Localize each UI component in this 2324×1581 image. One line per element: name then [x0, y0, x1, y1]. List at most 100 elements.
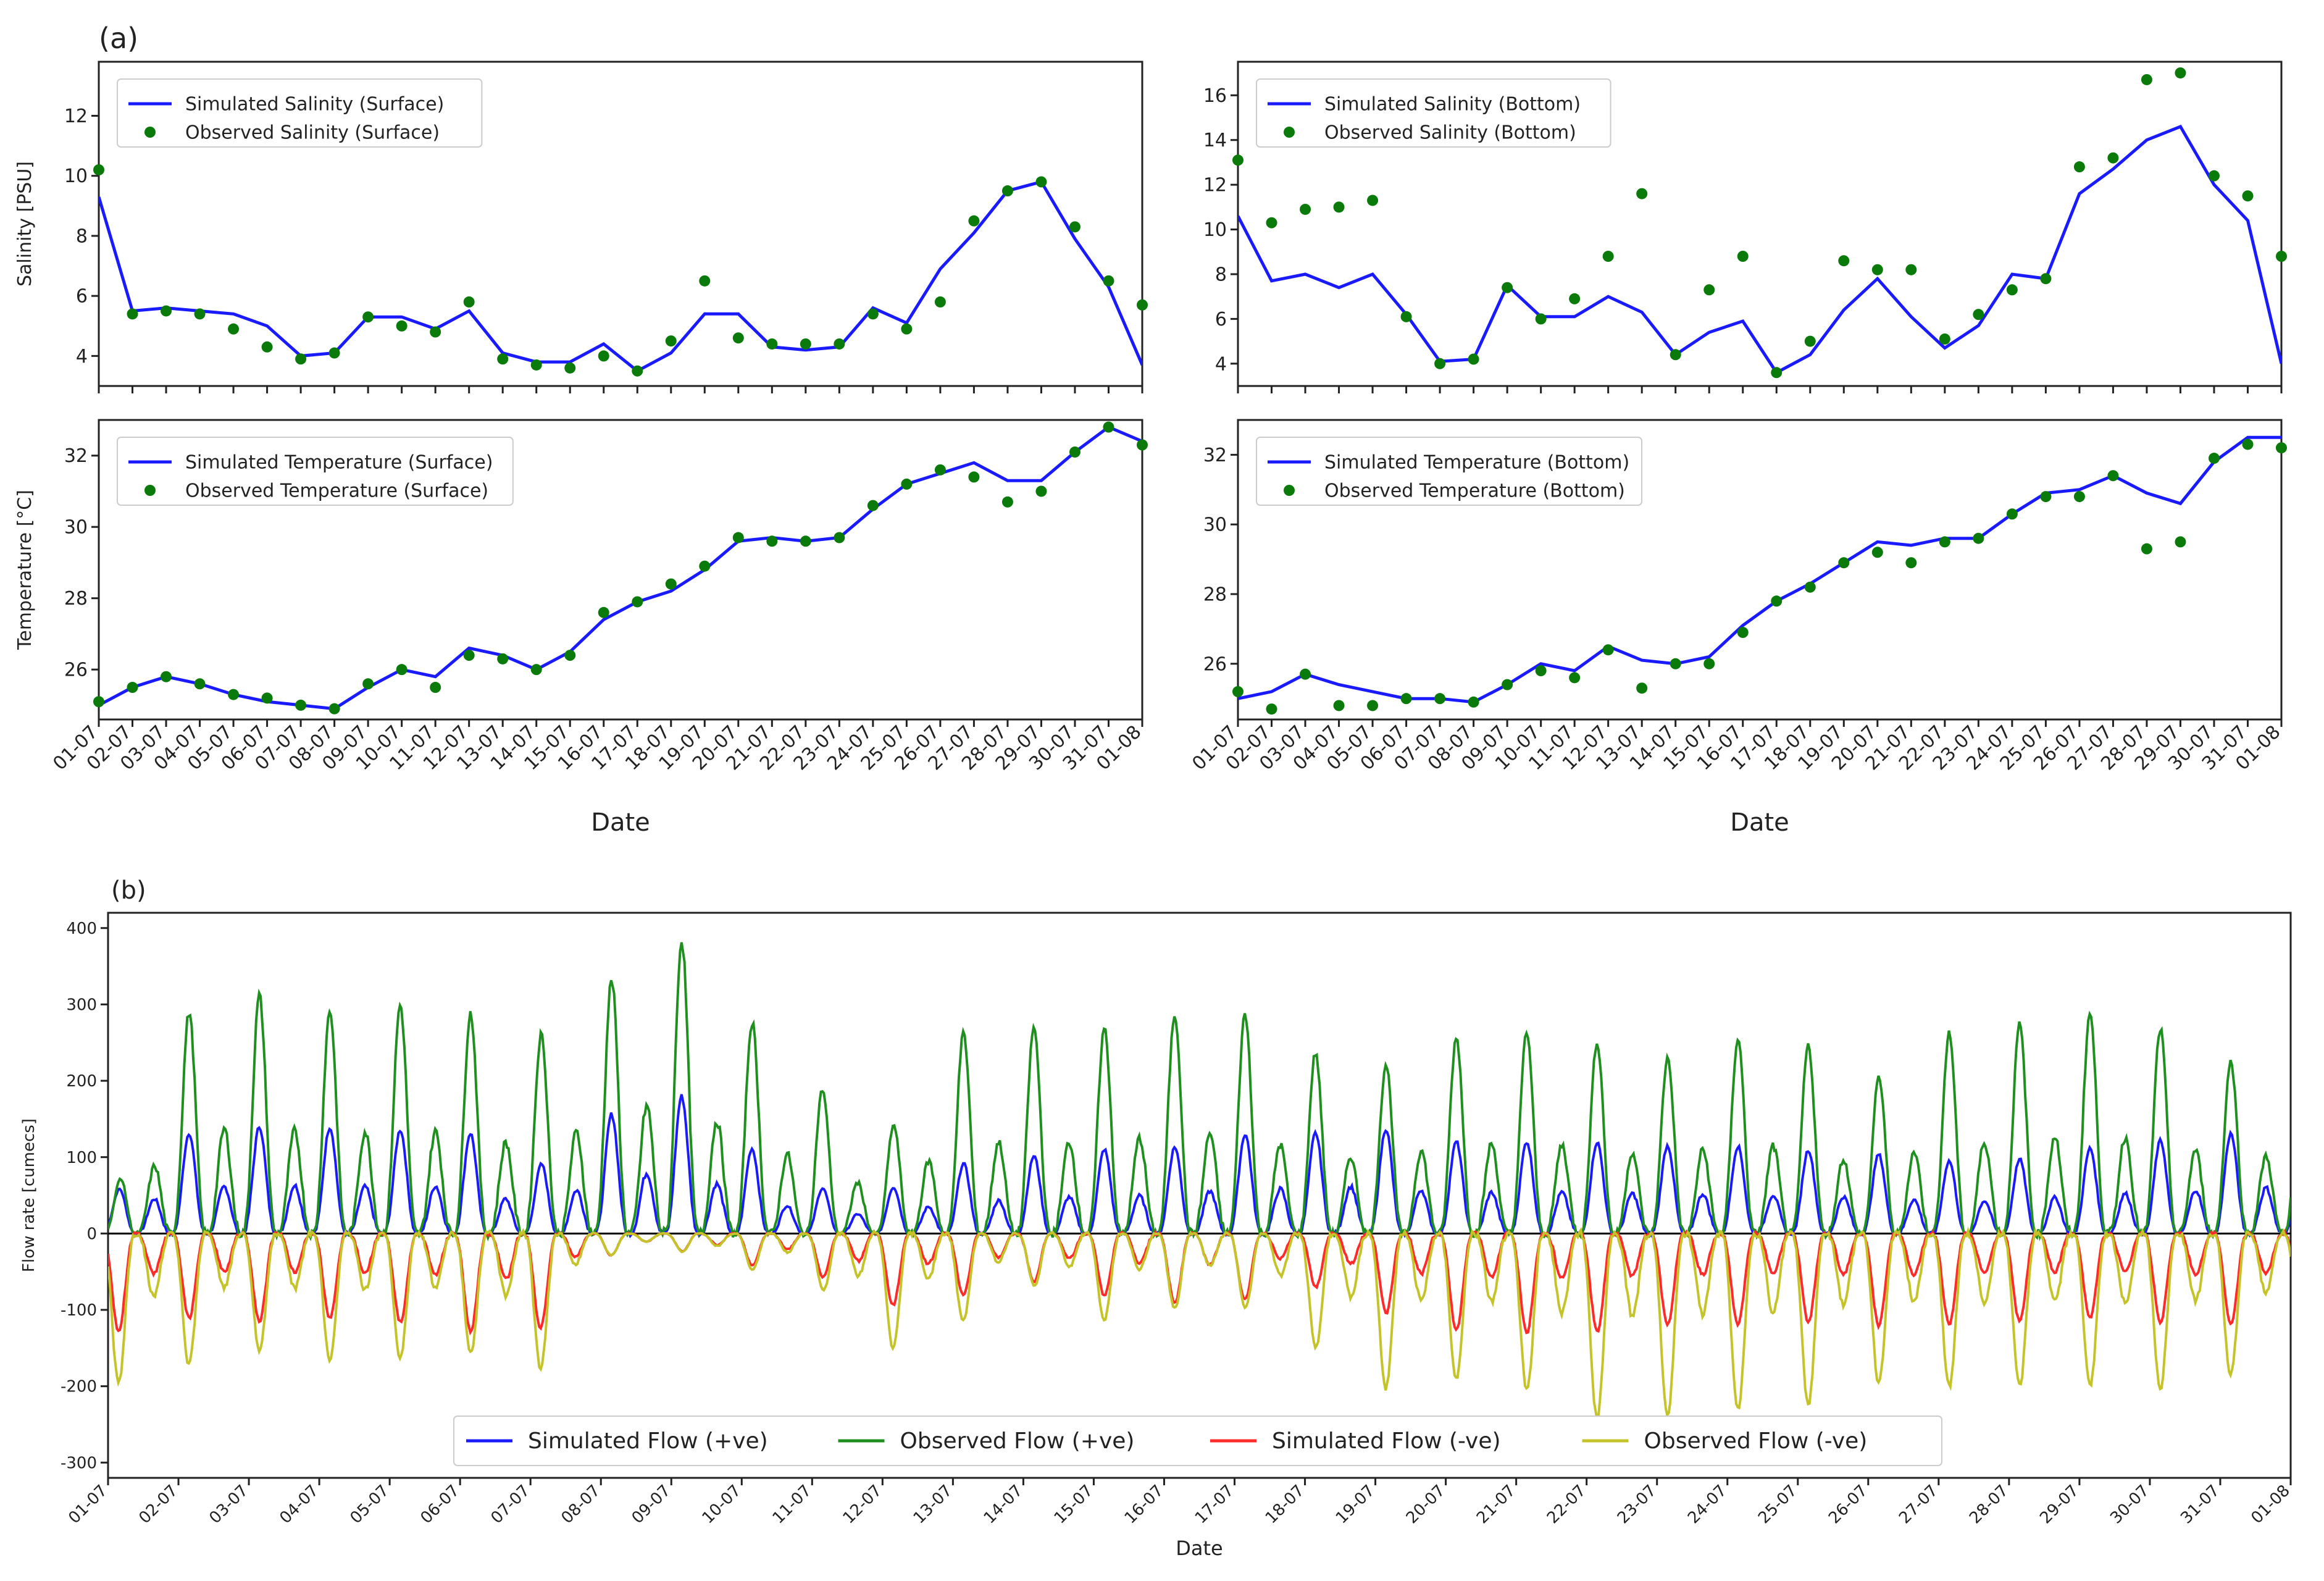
- plot-frame: [98, 419, 1143, 721]
- x-tick-label: 17-07: [1192, 1482, 1238, 1528]
- legend-swatch: [1284, 127, 1295, 138]
- x-tick-label: 18-07: [1262, 1482, 1308, 1528]
- legend-swatch: [1284, 485, 1295, 496]
- data-point: [1905, 264, 1917, 275]
- data-point: [1103, 275, 1114, 287]
- x-tick-label: 02-07: [135, 1482, 182, 1528]
- data-point: [1905, 557, 1917, 569]
- y-tick-label: -200: [61, 1378, 97, 1396]
- data-point: [632, 596, 643, 608]
- data-point: [1804, 581, 1816, 593]
- data-point: [1737, 627, 1749, 639]
- data-point: [2208, 170, 2220, 182]
- legend-label: Observed Salinity (Bottom): [1324, 122, 1576, 144]
- data-point: [1771, 595, 1783, 607]
- x-tick-label: 25-07: [1755, 1482, 1801, 1528]
- chart-temp_bottom: 2628303201-0702-0703-0704-0705-0706-0707…: [1188, 419, 2287, 837]
- data-point: [1535, 313, 1547, 325]
- data-point: [2276, 251, 2287, 262]
- data-point: [1069, 446, 1080, 458]
- legend: Simulated Temperature (Bottom) Observed T…: [1256, 437, 1642, 506]
- data-point: [1001, 496, 1013, 508]
- legend-box: [1256, 78, 1611, 148]
- data-point: [1001, 185, 1013, 197]
- data-point: [732, 332, 744, 344]
- data-point: [1871, 264, 1883, 275]
- data-point: [2208, 453, 2220, 464]
- chart-sal_surface: 4 6 8 10 12 Salinity [PSU] Simulated Salinity …: [14, 61, 1148, 393]
- legend-swatch: [144, 485, 156, 496]
- y-tick-label: 28: [64, 588, 88, 610]
- data-point: [934, 464, 946, 476]
- data-point: [463, 650, 475, 661]
- data-point: [1333, 700, 1345, 711]
- data-point: [161, 671, 172, 682]
- x-tick-label: 16-07: [1121, 1482, 1168, 1528]
- y-tick-label: -100: [61, 1301, 97, 1320]
- legend-label: Simulated Salinity (Surface): [185, 94, 444, 115]
- x-tick-label: 13-07: [910, 1482, 956, 1528]
- y-tick-label: 8: [76, 225, 88, 247]
- legend-label: Observed Temperature (Surface): [185, 480, 488, 502]
- data-point: [867, 308, 879, 320]
- data-point: [766, 535, 778, 547]
- plot-frame: [98, 61, 1143, 387]
- y-tick-label: 26: [64, 660, 88, 681]
- data-point: [1232, 154, 1244, 166]
- x-tick-label: 26-07: [1825, 1482, 1871, 1528]
- legend: Simulated Salinity (Surface) Observed Sal…: [117, 78, 483, 148]
- legend-label: Simulated Salinity (Bottom): [1324, 94, 1581, 115]
- x-tick-label: 30-07: [2107, 1482, 2153, 1528]
- data-point: [2107, 470, 2119, 482]
- y-tick-label: 6: [1215, 309, 1227, 330]
- data-point: [1535, 665, 1547, 677]
- data-point: [1737, 251, 1749, 262]
- y-axis-label: Temperature [°C]: [14, 490, 36, 650]
- data-point: [1871, 547, 1883, 558]
- legend-label: Simulated Flow (+ve): [528, 1428, 768, 1454]
- data-point: [1939, 333, 1950, 345]
- y-tick-label: 6: [76, 286, 88, 308]
- data-point: [598, 350, 609, 362]
- x-tick-label: 20-07: [1403, 1482, 1449, 1528]
- legend-box: [117, 78, 483, 148]
- y-tick-label: 28: [1203, 584, 1227, 605]
- data-point: [834, 338, 845, 350]
- data-point: [968, 215, 980, 227]
- data-point: [530, 359, 542, 371]
- data-point: [1502, 282, 1513, 293]
- data-point: [1771, 367, 1783, 379]
- data-point: [261, 692, 273, 704]
- data-point: [2141, 73, 2152, 85]
- data-point: [1367, 195, 1379, 206]
- data-point: [93, 164, 104, 175]
- legend-label: Simulated Temperature (Bottom): [1324, 452, 1629, 474]
- data-point: [1703, 284, 1715, 296]
- data-point: [295, 699, 307, 711]
- x-tick-label: 28-07: [1966, 1482, 2012, 1528]
- x-tick-label: 09-07: [629, 1482, 675, 1528]
- data-point: [1939, 536, 1950, 548]
- y-tick-label: 30: [64, 517, 88, 539]
- chart-temp_surface: 2628303201-0702-0703-0704-0705-0706-0707…: [14, 419, 1148, 837]
- y-tick-label: 32: [1203, 445, 1227, 466]
- data-point: [1838, 557, 1850, 569]
- data-point: [497, 353, 509, 365]
- y-tick-label: 12: [1203, 175, 1227, 196]
- legend-box: [1256, 437, 1642, 506]
- data-point: [665, 578, 677, 590]
- data-point: [194, 678, 206, 690]
- data-point: [732, 532, 744, 543]
- y-tick-label: 100: [66, 1149, 97, 1167]
- legend-box: [117, 437, 514, 506]
- data-point: [362, 311, 374, 323]
- data-point: [901, 323, 913, 335]
- data-point: [1300, 668, 1311, 680]
- legend: Simulated Flow (+ve) Observed Flow (+ve) S…: [453, 1415, 1942, 1466]
- data-point: [2175, 536, 2186, 548]
- panel-label-a: (a): [99, 22, 138, 55]
- data-point: [1137, 439, 1148, 451]
- x-tick-label: 22-07: [1544, 1482, 1590, 1528]
- legend-label: Simulated Flow (-ve): [1272, 1428, 1501, 1454]
- data-point: [161, 305, 172, 317]
